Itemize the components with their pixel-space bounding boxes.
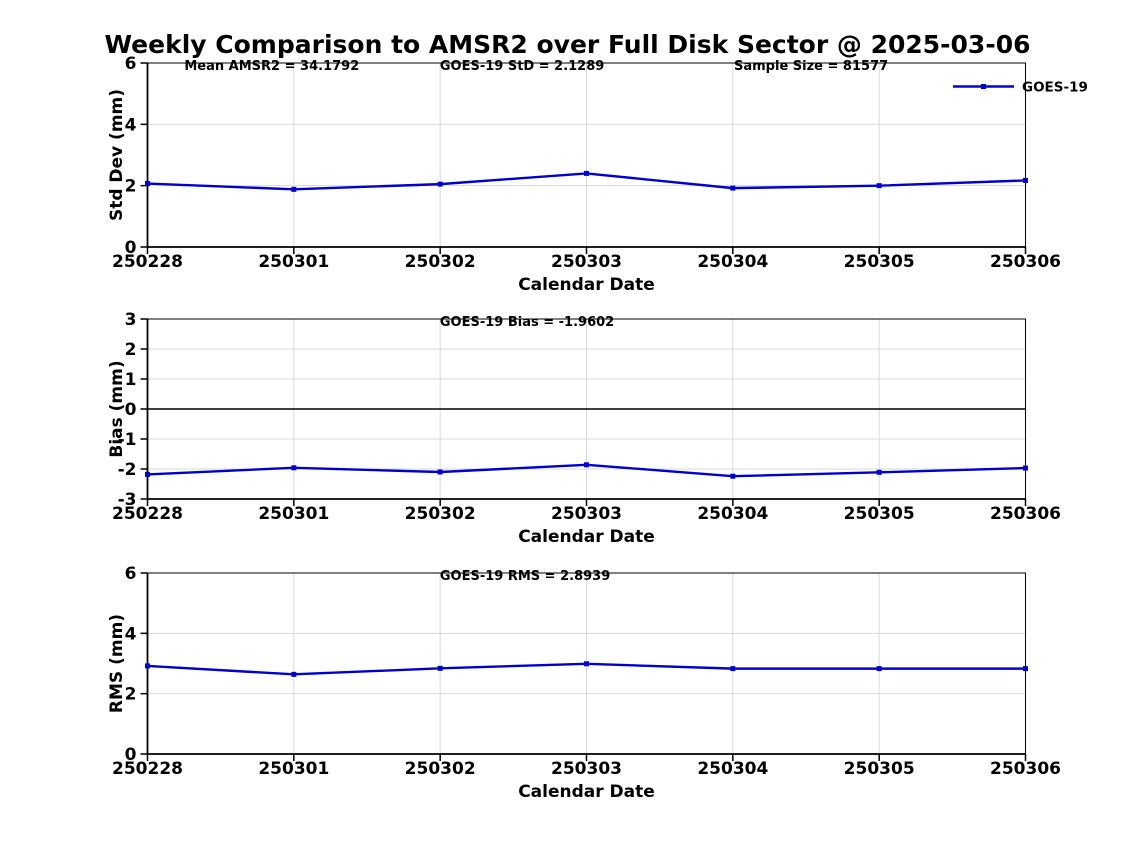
x-tick-label: 250303 — [551, 759, 622, 779]
data-point-marker — [1023, 177, 1028, 183]
data-point-marker — [876, 183, 882, 189]
y-tick-label: 0 — [125, 745, 137, 765]
y-tick-label: 4 — [125, 115, 137, 135]
figure-title: Weekly Comparison to AMSR2 over Full Dis… — [104, 30, 1031, 59]
x-tick-label: 250301 — [258, 252, 329, 272]
x-tick-label: 250301 — [258, 504, 329, 524]
data-point-marker — [876, 469, 882, 475]
y-tick-label: -2 — [118, 460, 137, 480]
x-tick-label: 250305 — [844, 759, 915, 779]
y-tick-label: 6 — [125, 564, 137, 584]
x-tick-label: 250304 — [697, 504, 768, 524]
chart-rms: 250228 250301 250302 250303 250304 250305 2503… — [107, 564, 1061, 802]
annotation-text: Sample Size = 81577 — [734, 59, 888, 74]
legend-marker — [981, 84, 986, 89]
x-tick-label: 250306 — [990, 759, 1061, 779]
x-tick-label: 250228 — [112, 504, 183, 524]
data-point-marker — [291, 671, 297, 677]
data-point-marker — [145, 181, 150, 187]
y-tick-label: 0 — [125, 238, 137, 258]
x-tick-label: 250306 — [990, 504, 1061, 524]
data-point-marker — [291, 186, 297, 192]
data-point-marker — [145, 471, 150, 477]
y-axis-label: Std Dev (mm) — [107, 89, 127, 221]
y-axis-label: Bias (mm) — [107, 360, 127, 457]
x-tick-label: 250304 — [697, 759, 768, 779]
data-point-marker — [145, 663, 150, 669]
data-point-marker — [584, 462, 589, 468]
y-tick-label: -1 — [118, 430, 137, 450]
y-tick-label: 1 — [125, 370, 137, 390]
x-tick-label: 250301 — [258, 759, 329, 779]
x-tick-label: 250302 — [405, 759, 476, 779]
x-tick-label: 250302 — [405, 504, 476, 524]
x-tick-label: 250303 — [551, 504, 622, 524]
y-tick-label: 2 — [125, 340, 137, 360]
annotation-text: GOES-19 RMS = 2.8939 — [440, 569, 610, 584]
data-point-marker — [876, 666, 882, 672]
chart-std-dev: 250228 250301 250302 250303 250304 250305 2503… — [107, 54, 1088, 295]
data-point-marker — [1023, 465, 1028, 471]
data-point-marker — [584, 170, 589, 176]
y-tick-label: 2 — [125, 685, 137, 705]
data-point-marker — [437, 665, 443, 671]
x-tick-label: 250306 — [990, 252, 1061, 272]
data-point-marker — [291, 465, 297, 471]
y-tick-label: 2 — [125, 177, 137, 197]
data-point-marker — [1023, 666, 1028, 672]
y-tick-label: 4 — [125, 624, 137, 644]
data-point-marker — [730, 666, 736, 672]
legend-label: GOES-19 — [1022, 80, 1088, 96]
annotation-text: GOES-19 StD = 2.1289 — [440, 59, 604, 74]
y-tick-label: 3 — [125, 310, 137, 330]
legend: GOES-19 — [953, 80, 1088, 96]
annotation-text: Mean AMSR2 = 34.1792 — [184, 59, 359, 74]
y-axis-label: RMS (mm) — [107, 614, 127, 713]
x-tick-label: 250304 — [697, 252, 768, 272]
x-tick-label: 250228 — [112, 759, 183, 779]
x-tick-label: 250302 — [405, 252, 476, 272]
y-tick-label: 6 — [125, 54, 137, 74]
x-tick-label: 250303 — [551, 252, 622, 272]
x-axis-label: Calendar Date — [518, 527, 655, 547]
y-tick-label: 0 — [125, 400, 137, 420]
data-point-marker — [730, 185, 736, 191]
data-point-marker — [584, 661, 589, 667]
annotation-text: GOES-19 Bias = -1.9602 — [440, 315, 614, 330]
y-tick-label: -3 — [118, 490, 137, 510]
x-tick-label: 250305 — [844, 252, 915, 272]
x-axis-label: Calendar Date — [518, 275, 655, 295]
data-point-marker — [437, 181, 443, 187]
data-point-marker — [730, 473, 736, 479]
x-axis-label: Calendar Date — [518, 782, 655, 802]
chart-bias: 250228 250301 250302 250303 250304 250305 2503… — [107, 310, 1061, 547]
data-point-marker — [437, 469, 443, 475]
x-tick-label: 250305 — [844, 504, 915, 524]
x-tick-label: 250228 — [112, 252, 183, 272]
